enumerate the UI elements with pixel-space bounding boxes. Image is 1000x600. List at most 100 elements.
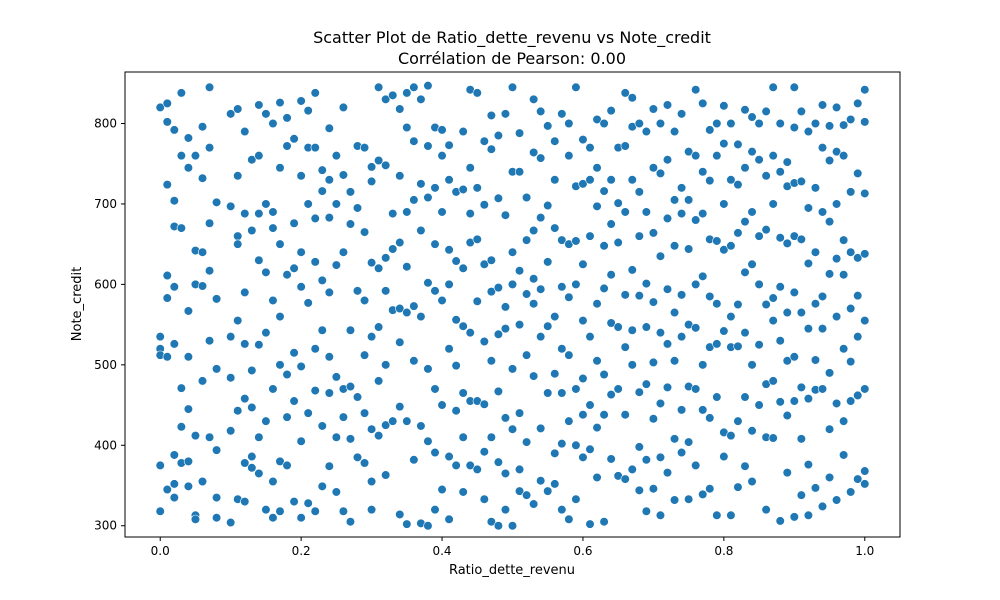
scatter-point xyxy=(359,143,370,153)
scatter-point xyxy=(500,505,511,515)
scatter-point xyxy=(817,100,828,110)
scatter-point xyxy=(810,247,821,257)
scatter-point xyxy=(521,437,532,447)
scatter-point xyxy=(204,336,215,346)
scatter-point xyxy=(423,192,433,203)
scatter-point xyxy=(366,424,377,434)
scatter-point xyxy=(691,460,701,471)
scatter-point xyxy=(705,413,715,423)
scatter-point xyxy=(592,299,602,309)
scatter-point xyxy=(606,454,616,464)
scatter-point xyxy=(451,406,461,416)
scatter-point xyxy=(521,192,532,203)
scatter-point xyxy=(486,432,496,442)
scatter-point xyxy=(282,412,292,422)
scatter-point xyxy=(409,136,419,146)
scatter-point xyxy=(592,163,602,173)
scatter-point xyxy=(747,360,757,370)
y-tick-label: 500 xyxy=(94,358,117,372)
scatter-point xyxy=(782,356,792,366)
scatter-point xyxy=(824,368,835,378)
scatter-point xyxy=(507,247,518,257)
scatter-point xyxy=(183,481,194,491)
scatter-point xyxy=(275,506,285,516)
scatter-point xyxy=(550,369,560,379)
y-tick-label: 800 xyxy=(94,116,117,130)
scatter-point xyxy=(395,337,405,347)
scatter-point xyxy=(571,494,581,504)
scatter-point xyxy=(162,352,172,362)
scatter-point xyxy=(662,284,673,294)
scatter-point xyxy=(261,416,271,426)
scatter-point xyxy=(240,339,250,349)
scatter-point xyxy=(437,125,447,135)
scatter-point xyxy=(233,104,243,114)
x-tick-label: 0.4 xyxy=(432,544,451,558)
scatter-point xyxy=(620,410,630,420)
scatter-point xyxy=(366,505,377,515)
scatter-point xyxy=(698,167,708,177)
scatter-point xyxy=(521,490,532,500)
scatter-point xyxy=(719,326,729,336)
scatter-point xyxy=(860,188,870,199)
scatter-point xyxy=(557,235,567,245)
scatter-point xyxy=(352,392,363,402)
scatter-point xyxy=(599,186,609,196)
scatter-point xyxy=(486,517,496,527)
scatter-point xyxy=(465,460,475,471)
scatter-point xyxy=(310,344,320,354)
scatter-point xyxy=(655,118,666,129)
scatter-point xyxy=(247,225,257,236)
scatter-point xyxy=(500,210,511,220)
scatter-point xyxy=(472,88,482,98)
scatter-point xyxy=(197,281,208,291)
scatter-point xyxy=(860,479,870,489)
scatter-point xyxy=(592,114,602,125)
scatter-point xyxy=(183,456,194,466)
scatter-point xyxy=(782,307,792,318)
scatter-point xyxy=(479,494,489,504)
scatter-point xyxy=(416,421,426,431)
scatter-point xyxy=(529,371,539,381)
scatter-point xyxy=(465,163,475,173)
scatter-point xyxy=(169,492,179,503)
scatter-point xyxy=(620,342,630,352)
scatter-point xyxy=(634,387,644,397)
scatter-point xyxy=(197,476,208,487)
scatter-point xyxy=(585,400,595,410)
scatter-point xyxy=(514,320,525,330)
scatter-point xyxy=(416,311,426,322)
y-axis-ticks: 300 400 500 600 700 800 xyxy=(94,116,125,533)
scatter-point xyxy=(395,237,405,248)
scatter-point xyxy=(740,217,750,227)
scatter-point xyxy=(381,420,391,430)
scatter-point xyxy=(747,207,757,217)
scatter-point xyxy=(324,352,334,362)
scatter-point xyxy=(606,270,616,280)
scatter-point xyxy=(641,455,651,465)
scatter-point xyxy=(458,432,468,442)
scatter-point xyxy=(352,452,363,462)
scatter-point xyxy=(303,106,313,116)
scatter-point xyxy=(472,234,482,244)
scatter-point xyxy=(754,231,764,241)
scatter-point xyxy=(451,256,461,266)
scatter-point xyxy=(860,117,870,127)
scatter-point xyxy=(796,106,806,117)
plot-area xyxy=(155,81,870,531)
scatter-point xyxy=(169,339,179,349)
scatter-point xyxy=(374,263,384,273)
scatter-point xyxy=(303,408,313,418)
scatter-point xyxy=(860,384,870,394)
scatter-point xyxy=(592,201,602,211)
scatter-point xyxy=(662,100,673,110)
scatter-point xyxy=(726,431,736,441)
scatter-point xyxy=(226,109,236,119)
scatter-point xyxy=(726,311,736,322)
scatter-point xyxy=(282,141,292,151)
scatter-point xyxy=(733,341,743,351)
scatter-point xyxy=(789,396,799,406)
scatter-point xyxy=(247,402,257,413)
scatter-point xyxy=(310,143,320,153)
scatter-point xyxy=(578,410,588,420)
